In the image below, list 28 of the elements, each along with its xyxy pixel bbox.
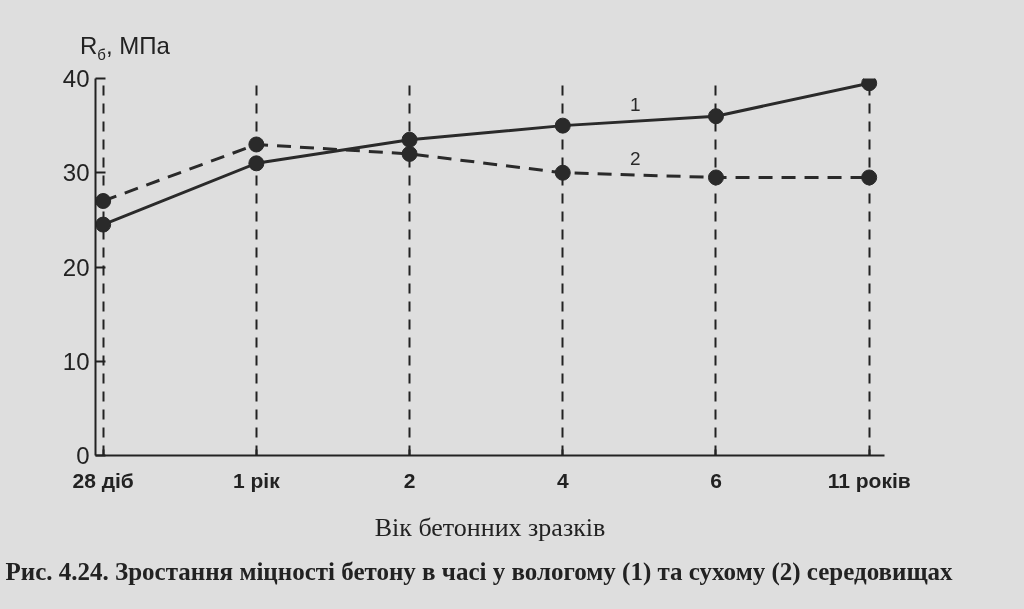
point <box>95 216 112 233</box>
y-tick-label: 40 <box>62 65 90 92</box>
x-tick-label: 11 років <box>827 468 911 492</box>
y-tick-label: 30 <box>62 159 90 187</box>
point <box>95 193 112 210</box>
x-tick-label: 4 <box>556 468 569 492</box>
point <box>401 145 418 162</box>
text: Рис. 4.24. Зростання міцності бетону в часі у вологому (1) та сухому (2) середовищах <box>5 557 954 586</box>
x-axis-title: Вік бетонних зразків <box>374 512 606 542</box>
point <box>707 169 724 186</box>
point <box>554 164 571 181</box>
y-tick-label: 10 <box>62 347 90 375</box>
point <box>248 155 265 172</box>
y-tick-label: 0 <box>76 442 90 469</box>
point <box>861 169 878 186</box>
series-label: 2 <box>630 148 641 170</box>
point <box>248 136 265 153</box>
x-tick-label: 1 рік <box>233 468 281 492</box>
series-label: 1 <box>630 93 641 115</box>
point <box>554 117 571 134</box>
x-tick-label: 28 діб <box>72 468 134 492</box>
point <box>401 131 418 148</box>
x-tick-label: 6 <box>710 468 722 492</box>
y-axis-title: R$_{б}$, МПа <box>80 32 170 65</box>
point <box>861 78 878 92</box>
point <box>707 108 724 125</box>
y-tick-label: 20 <box>62 253 90 281</box>
x-tick-label: 2 <box>403 468 416 492</box>
